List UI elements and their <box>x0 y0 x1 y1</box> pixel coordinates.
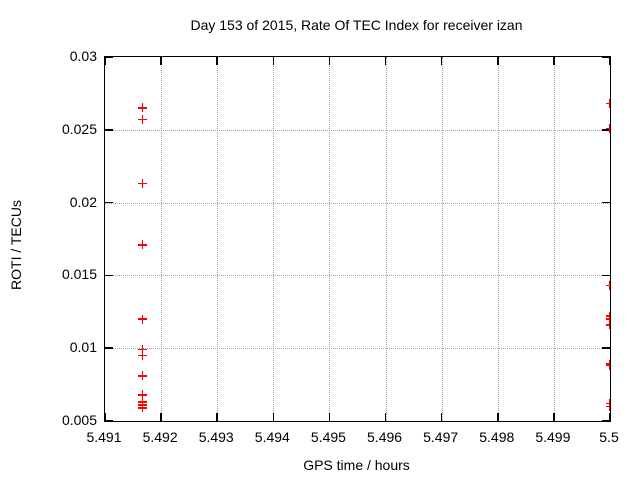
x-tick-mark-bottom <box>272 413 275 421</box>
data-point-marker <box>138 350 148 360</box>
y-tick-label: 0.025 <box>61 120 97 137</box>
data-point-marker <box>138 371 148 381</box>
grid-line-vertical <box>217 57 219 421</box>
grid-line-horizontal <box>105 348 610 350</box>
y-tick-mark-left <box>105 274 113 277</box>
x-tick-label: 5.492 <box>142 429 178 445</box>
y-tick-mark-right <box>602 57 610 58</box>
x-tick-label: 5.497 <box>423 429 459 445</box>
data-point-marker <box>138 314 148 324</box>
grid-line-vertical <box>553 57 555 421</box>
x-tick-mark-top <box>497 57 499 65</box>
data-point-marker <box>138 115 148 125</box>
data-point-marker <box>605 401 610 411</box>
x-tick-label: 5.491 <box>86 429 122 445</box>
y-tick-label: 0.005 <box>61 412 97 428</box>
grid-line-horizontal <box>105 275 610 277</box>
data-point-marker <box>138 179 148 189</box>
x-tick-mark-top <box>160 57 162 65</box>
y-tick-mark-right <box>602 420 610 421</box>
data-point-marker <box>138 103 148 113</box>
x-tick-mark-top <box>328 57 331 65</box>
grid-line-vertical <box>273 57 275 421</box>
y-tick-mark-left <box>105 420 113 421</box>
x-tick-mark-top <box>440 57 443 65</box>
grid-line-vertical <box>385 57 387 421</box>
chart-title: Day 153 of 2015, Rate Of TEC Index for r… <box>190 17 523 33</box>
x-tick-mark-bottom <box>105 413 106 421</box>
x-tick-label: 5.494 <box>254 429 290 445</box>
x-tick-mark-top <box>553 57 555 65</box>
data-point-marker <box>138 403 148 413</box>
y-tick-mark-right <box>602 201 610 204</box>
y-tick-mark-left <box>105 129 113 131</box>
x-tick-label: 5.5 <box>599 429 619 445</box>
x-tick-mark-bottom <box>216 413 218 421</box>
y-tick-label: 0.01 <box>69 339 97 356</box>
x-tick-mark-top <box>105 57 106 65</box>
y-tick-mark-right <box>602 274 610 277</box>
y-tick-label: 0.02 <box>69 193 97 210</box>
x-tick-mark-bottom <box>609 413 610 421</box>
x-tick-label: 5.499 <box>535 429 571 445</box>
x-tick-label: 5.498 <box>479 429 515 445</box>
data-point-marker <box>605 314 610 324</box>
grid-line-vertical <box>497 57 499 421</box>
x-tick-mark-bottom <box>384 413 387 421</box>
data-point-marker <box>138 345 148 355</box>
x-tick-mark-bottom <box>328 413 331 421</box>
x-tick-mark-top <box>216 57 218 65</box>
x-tick-mark-bottom <box>497 413 499 421</box>
y-tick-mark-left <box>105 347 113 349</box>
y-tick-mark-right <box>602 347 610 349</box>
x-tick-mark-top <box>384 57 387 65</box>
grid-line-horizontal <box>105 129 610 131</box>
data-point-marker <box>605 320 610 330</box>
grid-line-vertical <box>329 57 331 421</box>
x-tick-mark-bottom <box>160 413 162 421</box>
y-tick-label: 0.015 <box>61 266 97 283</box>
y-tick-label: 0.03 <box>69 48 97 64</box>
data-point-marker <box>605 123 610 133</box>
data-point-marker <box>605 99 610 109</box>
x-tick-label: 5.493 <box>198 429 234 445</box>
x-tick-label: 5.495 <box>310 429 346 445</box>
data-point-marker <box>138 390 148 400</box>
y-tick-mark-right <box>602 129 610 131</box>
x-tick-mark-bottom <box>440 413 443 421</box>
data-point-marker <box>605 361 610 371</box>
x-tick-mark-top <box>272 57 275 65</box>
y-tick-mark-left <box>105 57 113 58</box>
y-axis-title: ROTI / TECUs <box>8 200 24 290</box>
data-point-marker <box>138 240 148 250</box>
grid-line-vertical <box>161 57 163 421</box>
x-tick-mark-top <box>609 57 610 65</box>
x-tick-label: 5.496 <box>367 429 403 445</box>
y-tick-mark-left <box>105 201 113 204</box>
x-axis-title: GPS time / hours <box>303 457 410 473</box>
x-tick-mark-bottom <box>553 413 555 421</box>
plot-area <box>104 56 611 422</box>
grid-line-vertical <box>441 57 443 421</box>
grid-line-horizontal <box>105 202 610 204</box>
data-point-marker <box>605 281 610 291</box>
